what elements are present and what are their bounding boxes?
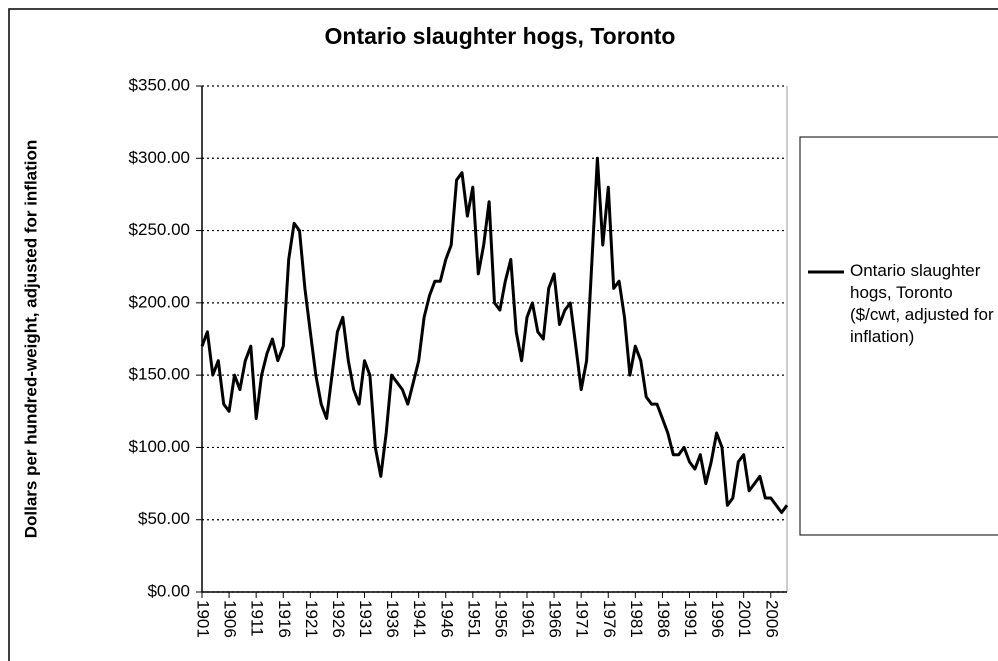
x-tick-label: 1961	[519, 600, 538, 638]
x-tick-label: 1956	[491, 600, 510, 638]
series-line	[200, 156, 789, 514]
legend-label: Ontario slaughter hogs, Toronto ($/cwt, …	[850, 261, 994, 346]
y-tick-label: $150.00	[129, 365, 190, 384]
y-tick-label: $100.00	[129, 437, 190, 456]
x-tick-label: 1971	[573, 600, 592, 638]
x-tick-label: 1906	[221, 600, 240, 638]
x-tick-label: 1921	[302, 600, 321, 638]
x-tick-label: 1986	[654, 600, 673, 638]
x-tick-label: 2001	[735, 600, 754, 638]
x-tick-label: 1976	[600, 600, 619, 638]
x-tick-label: 1946	[437, 600, 456, 638]
chart-title: Ontario slaughter hogs, Toronto	[325, 23, 676, 49]
x-tick-label: 1981	[627, 600, 646, 638]
y-tick-label: $350.00	[129, 75, 190, 94]
x-tick-label: 1911	[248, 600, 267, 637]
x-tick-label: 1951	[464, 600, 483, 638]
y-tick-label: $250.00	[129, 220, 190, 239]
y-axis-label: Dollars per hundred-weight, adjusted for…	[21, 140, 40, 539]
x-tick-label: 1901	[194, 600, 213, 638]
chart-frame	[8, 8, 998, 661]
y-tick-label: $50.00	[138, 509, 190, 528]
y-tick-label: $200.00	[129, 292, 190, 311]
x-tick-label: 1941	[410, 600, 429, 638]
x-tick-label: 1991	[681, 600, 700, 638]
y-tick-label: $300.00	[129, 148, 190, 167]
x-tick-label: 1926	[329, 600, 348, 638]
x-tick-label: 1931	[356, 600, 375, 638]
x-tick-label: 1936	[383, 600, 402, 638]
legend-box	[799, 136, 998, 536]
x-tick-label: 1996	[708, 600, 727, 638]
y-tick-label: $0.00	[147, 581, 190, 600]
x-tick-label: 1966	[546, 600, 565, 638]
x-tick-label: 1916	[275, 600, 294, 638]
x-tick-label: 2006	[762, 600, 781, 638]
